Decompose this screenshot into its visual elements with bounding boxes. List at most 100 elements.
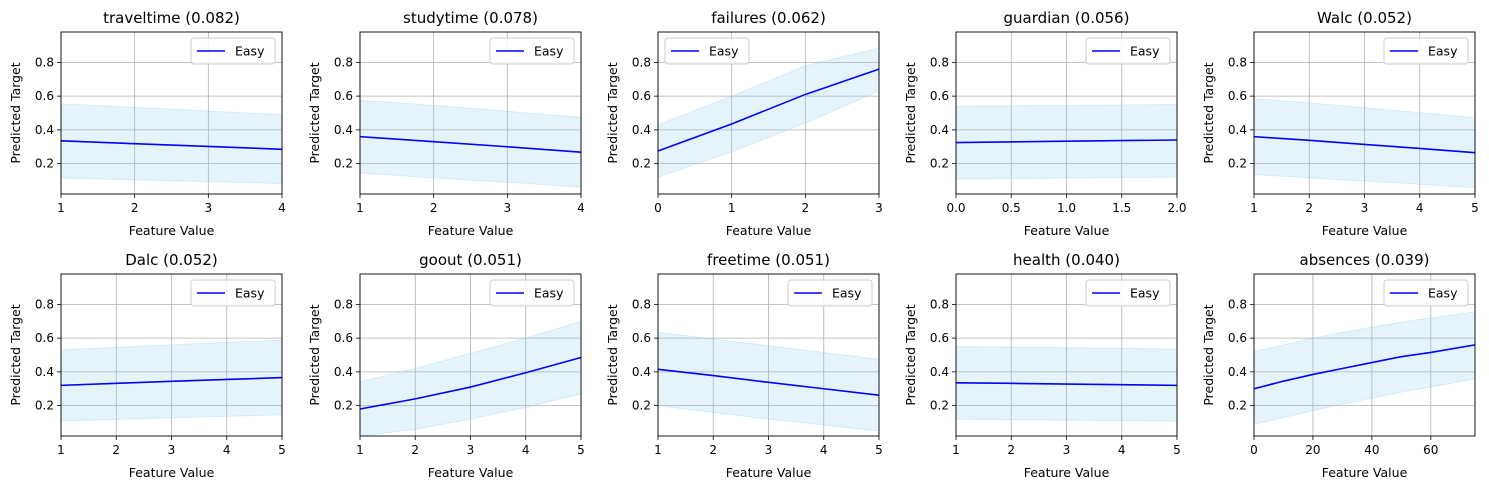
legend: Easy [1383,37,1469,65]
x-tick-label: 1.0 [1057,201,1076,215]
panel-title: freetime (0.051) [707,251,830,269]
y-tick-label: 0.2 [632,399,651,413]
x-tick-label: 4 [223,443,231,457]
x-tick-label: 1.5 [1112,201,1131,215]
legend-label: Easy [832,286,862,301]
x-tick-label: 60 [1423,443,1438,457]
axes-frame [657,31,880,195]
y-axis-label: Predicted Target [605,62,620,163]
axes-frame [1253,273,1476,437]
series-line-0 [1253,344,1476,390]
y-axis-label: Predicted Target [903,304,918,405]
x-tick-label: 1 [654,443,662,457]
y-tick-label: 0.8 [35,297,54,311]
y-tick-label: 0.6 [1228,331,1247,345]
panel-title: failures (0.062) [711,9,826,27]
panel-title: health (0.040) [1013,251,1120,269]
legend-box [489,37,575,65]
legend: Easy [190,279,276,307]
x-tick-label: 4 [278,201,286,215]
subplot-5: 1 2 3 4 5 0.2 0.4 0.6 0.8 Dalc (0.052) Feature Val… [8,251,286,480]
y-tick-label: 0.8 [930,297,949,311]
axes-frame [657,273,880,437]
legend-box [1085,37,1171,65]
series-line-0 [955,382,1178,387]
y-axis-label: Predicted Target [307,304,322,405]
y-tick-label: 0.2 [334,399,353,413]
legend-label: Easy [1428,44,1458,59]
panel-title: absences (0.039) [1300,251,1430,269]
y-tick-label: 0.2 [632,157,651,171]
y-tick-label: 0.4 [1228,123,1247,137]
series-line-0 [359,135,582,153]
y-tick-label: 0.4 [632,365,651,379]
legend-box [1085,279,1171,307]
y-tick-label: 0.8 [334,297,353,311]
subplot-6: 1 2 3 4 5 0.2 0.4 0.6 0.8 goout (0.051) Feature Va… [307,251,585,480]
legend-box [664,37,750,65]
legend: Easy [489,37,575,65]
x-tick-label: 0 [1250,443,1258,457]
legend-label: Easy [1130,44,1160,59]
legend: Easy [1085,279,1171,307]
y-tick-label: 0.6 [334,331,353,345]
legend: Easy [1383,279,1469,307]
x-tick-label: 0.0 [946,201,965,215]
axes-frame [955,31,1178,195]
axes-frame [60,31,283,195]
series-line-0 [60,376,283,387]
y-tick-label: 0.8 [632,55,651,69]
y-axis-label: Predicted Target [1201,304,1216,405]
y-axis-label: Predicted Target [605,304,620,405]
y-tick-label: 0.6 [1228,89,1247,103]
axes-frame [60,273,283,437]
y-tick-label: 0.4 [334,123,353,137]
axes-frame [1253,31,1476,195]
panel-title: goout (0.051) [419,251,522,269]
y-tick-label: 0.6 [632,331,651,345]
y-tick-label: 0.4 [632,123,651,137]
x-tick-label: 1 [952,443,960,457]
y-tick-label: 0.4 [930,123,949,137]
x-tick-label: 2 [1305,201,1313,215]
y-tick-label: 0.8 [334,55,353,69]
subplot-1: 1 2 3 4 0.2 0.4 0.6 0.8 studytime (0.078) Feature… [307,9,585,238]
y-tick-label: 0.8 [930,55,949,69]
x-tick-label: 40 [1364,443,1379,457]
legend: Easy [787,279,873,307]
y-tick-label: 0.8 [35,55,54,69]
x-axis-label: Feature Value [1024,465,1110,480]
x-axis-label: Feature Value [428,465,514,480]
y-tick-label: 0.6 [334,89,353,103]
x-tick-label: 2 [430,201,438,215]
series-line-0 [359,356,582,410]
x-axis-label: Feature Value [428,223,514,238]
x-tick-label: 3 [168,443,176,457]
x-axis-label: Feature Value [726,223,812,238]
legend: Easy [190,37,276,65]
y-tick-label: 0.6 [930,89,949,103]
x-tick-label: 0.5 [1002,201,1021,215]
y-axis-label: Predicted Target [307,62,322,163]
x-tick-label: 2.0 [1167,201,1186,215]
series-line-0 [1253,135,1476,154]
legend-box [1383,37,1469,65]
y-tick-label: 0.2 [930,157,949,171]
x-tick-label: 4 [522,443,530,457]
legend-label: Easy [534,44,564,59]
axes-frame [359,31,582,195]
panel-title: Walc (0.052) [1317,9,1412,27]
y-tick-label: 0.4 [1228,365,1247,379]
legend: Easy [489,279,575,307]
panel-title: Dalc (0.052) [125,251,218,269]
x-tick-label: 3 [504,201,512,215]
legend-box [787,279,873,307]
legend-box [190,37,276,65]
y-tick-label: 0.4 [334,365,353,379]
x-tick-label: 3 [205,201,213,215]
x-tick-label: 4 [577,201,585,215]
x-tick-label: 0 [654,201,662,215]
subplot-3: 0.0 0.5 1.0 1.5 2.0 0.2 0.4 0.6 0.8 guardian (0.0… [903,9,1187,238]
x-axis-label: Feature Value [1024,223,1110,238]
y-tick-label: 0.6 [35,89,54,103]
